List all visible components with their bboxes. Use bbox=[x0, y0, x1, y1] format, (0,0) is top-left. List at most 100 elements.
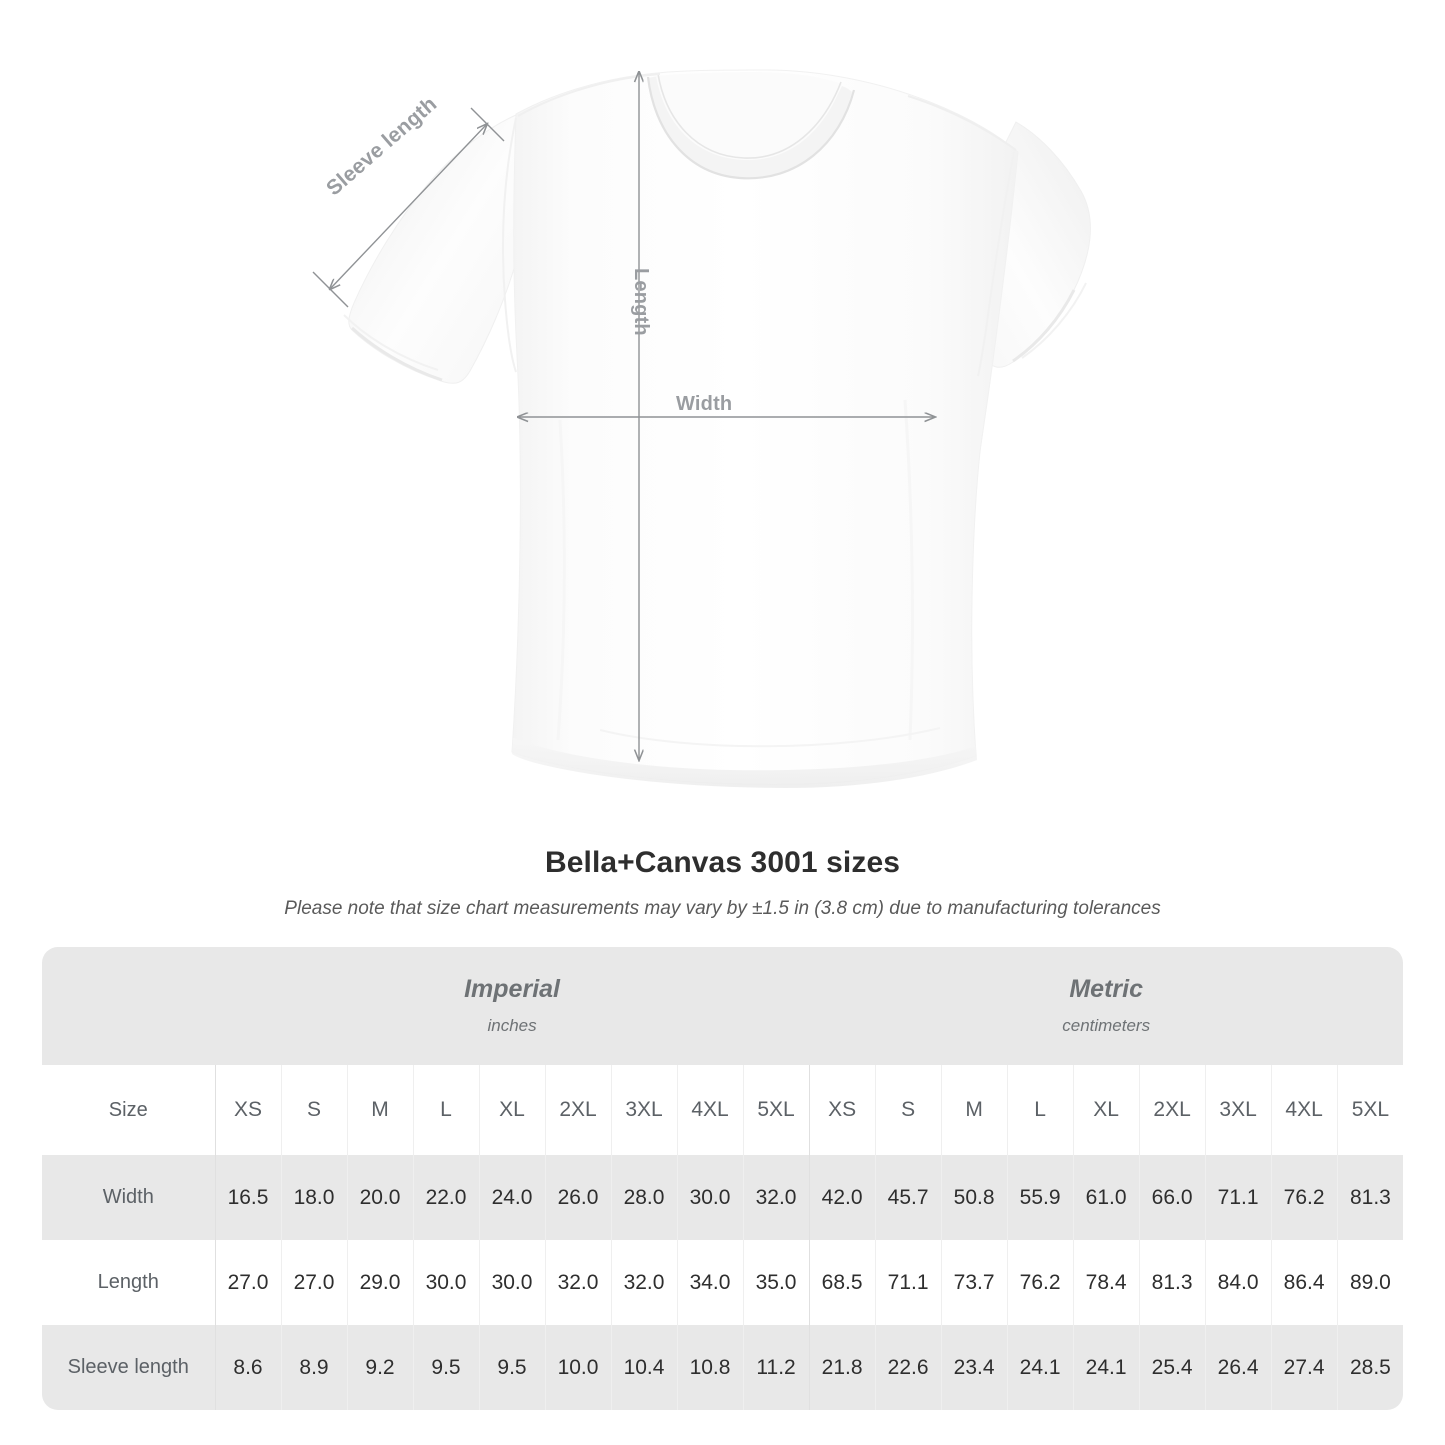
imperial-header: Imperial inches bbox=[215, 947, 810, 1065]
cell-sleeve-metric-4xl: 27.4 bbox=[1271, 1325, 1338, 1410]
cell-sleeve-imperial-xl: 9.5 bbox=[479, 1325, 546, 1410]
imperial-name: Imperial bbox=[464, 975, 560, 1004]
size-col-imperial-m: M bbox=[347, 1065, 414, 1155]
size-col-imperial-5xl: 5XL bbox=[743, 1065, 810, 1155]
cell-length-imperial-xl: 30.0 bbox=[479, 1240, 546, 1325]
cell-width-imperial-s: 18.0 bbox=[281, 1155, 348, 1240]
cell-length-imperial-xs: 27.0 bbox=[215, 1240, 282, 1325]
size-col-metric-l: L bbox=[1007, 1065, 1074, 1155]
cell-sleeve-metric-m: 23.4 bbox=[941, 1325, 1008, 1410]
size-chart-table: Imperial inches Metric centimeters Size … bbox=[42, 947, 1404, 1410]
cell-length-imperial-s: 27.0 bbox=[281, 1240, 348, 1325]
cell-width-imperial-xs: 16.5 bbox=[215, 1155, 282, 1240]
sleeve-tick-lower bbox=[312, 271, 349, 308]
tolerance-note: Please note that size chart measurements… bbox=[284, 898, 1161, 919]
cell-length-imperial-2xl: 32.0 bbox=[545, 1240, 612, 1325]
cell-width-metric-xs: 42.0 bbox=[809, 1155, 876, 1240]
tshirt-measurement-diagram: Sleeve length Length Width bbox=[312, 69, 1091, 788]
cell-width-imperial-m: 20.0 bbox=[347, 1155, 414, 1240]
cell-length-metric-5xl: 89.0 bbox=[1337, 1240, 1404, 1325]
metric-name: Metric bbox=[1069, 975, 1143, 1004]
table-row: Sleeve length 8.6 8.9 9.2 9.5 9.5 10.0 1… bbox=[42, 1325, 1404, 1410]
cell-sleeve-metric-s: 22.6 bbox=[875, 1325, 942, 1410]
cell-length-metric-xl: 78.4 bbox=[1073, 1240, 1140, 1325]
cell-length-metric-3xl: 84.0 bbox=[1205, 1240, 1272, 1325]
length-label: Length bbox=[630, 268, 652, 336]
page-title: Bella+Canvas 3001 sizes bbox=[544, 846, 901, 879]
cell-width-imperial-3xl: 28.0 bbox=[611, 1155, 678, 1240]
table-row: Width 16.5 18.0 20.0 22.0 24.0 26.0 28.0… bbox=[42, 1155, 1404, 1240]
row-label-sleeve-length: Sleeve length bbox=[42, 1325, 216, 1410]
size-col-imperial-xs: XS bbox=[215, 1065, 282, 1155]
sleeve-arrow bbox=[330, 124, 487, 289]
width-label: Width bbox=[676, 393, 733, 415]
cell-sleeve-metric-3xl: 26.4 bbox=[1205, 1325, 1272, 1410]
unit-spacer bbox=[42, 947, 215, 1065]
size-col-imperial-3xl: 3XL bbox=[611, 1065, 678, 1155]
cell-width-imperial-2xl: 26.0 bbox=[545, 1155, 612, 1240]
cell-width-metric-5xl: 81.3 bbox=[1337, 1155, 1404, 1240]
size-col-metric-2xl: 2XL bbox=[1139, 1065, 1206, 1155]
row-label-length: Length bbox=[42, 1240, 216, 1325]
size-col-imperial-s: S bbox=[281, 1065, 348, 1155]
cell-length-metric-4xl: 86.4 bbox=[1271, 1240, 1338, 1325]
cell-sleeve-imperial-m: 9.2 bbox=[347, 1325, 414, 1410]
metric-sub: centimeters bbox=[1062, 1015, 1151, 1035]
tshirt-shape bbox=[343, 69, 1091, 788]
cell-length-metric-m: 73.7 bbox=[941, 1240, 1008, 1325]
cell-length-imperial-3xl: 32.0 bbox=[611, 1240, 678, 1325]
cell-sleeve-imperial-2xl: 10.0 bbox=[545, 1325, 612, 1410]
size-col-imperial-4xl: 4XL bbox=[677, 1065, 744, 1155]
cell-sleeve-imperial-l: 9.5 bbox=[413, 1325, 480, 1410]
cell-length-metric-xs: 68.5 bbox=[809, 1240, 876, 1325]
cell-sleeve-imperial-5xl: 11.2 bbox=[743, 1325, 810, 1410]
tshirt-illustration bbox=[312, 69, 1091, 788]
cell-length-imperial-4xl: 34.0 bbox=[677, 1240, 744, 1325]
sleeve-tick-upper bbox=[470, 107, 505, 142]
cell-width-metric-l: 55.9 bbox=[1007, 1155, 1074, 1240]
cell-width-metric-m: 50.8 bbox=[941, 1155, 1008, 1240]
size-header-row: Size XS S M L XL 2XL 3XL 4XL 5XL XS S M … bbox=[42, 1065, 1404, 1155]
cell-width-metric-xl: 61.0 bbox=[1073, 1155, 1140, 1240]
cell-width-imperial-4xl: 30.0 bbox=[677, 1155, 744, 1240]
dimension-annotations bbox=[312, 72, 935, 760]
size-header-label: Size bbox=[42, 1065, 216, 1155]
size-col-metric-m: M bbox=[941, 1065, 1008, 1155]
cell-width-metric-s: 45.7 bbox=[875, 1155, 942, 1240]
cell-length-imperial-l: 30.0 bbox=[413, 1240, 480, 1325]
size-col-metric-xs: XS bbox=[809, 1065, 876, 1155]
size-col-imperial-l: L bbox=[413, 1065, 480, 1155]
cell-width-metric-2xl: 66.0 bbox=[1139, 1155, 1206, 1240]
cell-length-metric-2xl: 81.3 bbox=[1139, 1240, 1206, 1325]
title-block: Bella+Canvas 3001 sizes Please note that… bbox=[0, 846, 1445, 920]
cell-width-metric-4xl: 76.2 bbox=[1271, 1155, 1338, 1240]
cell-sleeve-metric-5xl: 28.5 bbox=[1337, 1325, 1404, 1410]
unit-header-row: Imperial inches Metric centimeters bbox=[42, 947, 1404, 1065]
cell-width-imperial-l: 22.0 bbox=[413, 1155, 480, 1240]
cell-sleeve-metric-xs: 21.8 bbox=[809, 1325, 876, 1410]
imperial-sub: inches bbox=[487, 1015, 537, 1035]
size-col-metric-3xl: 3XL bbox=[1205, 1065, 1272, 1155]
cell-length-imperial-5xl: 35.0 bbox=[743, 1240, 810, 1325]
cell-width-imperial-5xl: 32.0 bbox=[743, 1155, 810, 1240]
cell-length-metric-l: 76.2 bbox=[1007, 1240, 1074, 1325]
cell-width-metric-3xl: 71.1 bbox=[1205, 1155, 1272, 1240]
size-col-metric-xl: XL bbox=[1073, 1065, 1140, 1155]
cell-sleeve-metric-2xl: 25.4 bbox=[1139, 1325, 1206, 1410]
cell-sleeve-imperial-3xl: 10.4 bbox=[611, 1325, 678, 1410]
size-col-imperial-2xl: 2XL bbox=[545, 1065, 612, 1155]
size-col-imperial-xl: XL bbox=[479, 1065, 546, 1155]
cell-length-metric-s: 71.1 bbox=[875, 1240, 942, 1325]
cell-sleeve-imperial-s: 8.9 bbox=[281, 1325, 348, 1410]
metric-header: Metric centimeters bbox=[809, 947, 1404, 1065]
cell-sleeve-imperial-xs: 8.6 bbox=[215, 1325, 282, 1410]
size-col-metric-5xl: 5XL bbox=[1337, 1065, 1404, 1155]
row-label-width: Width bbox=[42, 1155, 216, 1240]
cell-sleeve-metric-xl: 24.1 bbox=[1073, 1325, 1140, 1410]
cell-sleeve-imperial-4xl: 10.8 bbox=[677, 1325, 744, 1410]
cell-width-imperial-xl: 24.0 bbox=[479, 1155, 546, 1240]
size-col-metric-s: S bbox=[875, 1065, 942, 1155]
cell-sleeve-metric-l: 24.1 bbox=[1007, 1325, 1074, 1410]
size-col-metric-4xl: 4XL bbox=[1271, 1065, 1338, 1155]
table-row: Length 27.0 27.0 29.0 30.0 30.0 32.0 32.… bbox=[42, 1240, 1404, 1325]
